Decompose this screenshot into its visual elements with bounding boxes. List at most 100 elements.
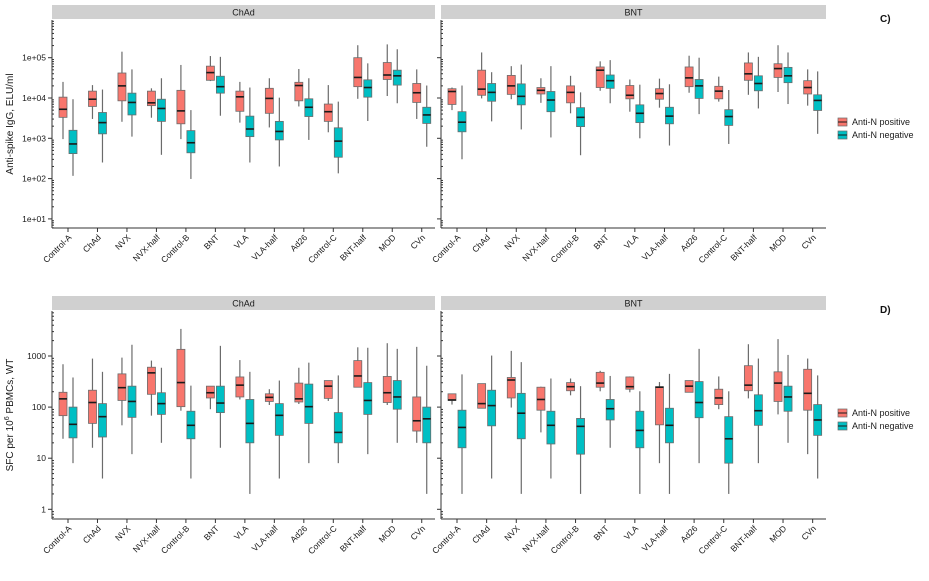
box-iqr [58, 391, 68, 417]
facet-strip-label: ChAd [232, 8, 255, 18]
box-positive-cvn [412, 346, 422, 443]
box-negative-bnt [215, 345, 225, 448]
x-tick-label: NVX-half [520, 523, 552, 555]
box-negative-bnt [605, 60, 615, 104]
box-negative-ad26 [694, 348, 704, 464]
box-negative-vla-half [665, 84, 674, 146]
box-positive-nvx [117, 357, 127, 426]
box-iqr [635, 410, 645, 449]
box-iqr [625, 85, 635, 100]
box-positive-bnt [595, 61, 605, 91]
box-iqr [353, 360, 363, 388]
x-tick-label: Ad26 [288, 232, 309, 253]
box-positive-vla [235, 81, 245, 123]
box-negative-control-b [186, 385, 196, 479]
x-tick-label: CVn [408, 523, 427, 542]
box-positive-control-a [447, 393, 457, 405]
box-iqr [392, 69, 402, 86]
box-iqr [382, 62, 392, 80]
legend-item-negative: Anti-N negative [837, 130, 914, 140]
box-positive-nvx-half [536, 386, 546, 433]
x-tick-label: Control-C [696, 232, 729, 265]
box-negative-vla [635, 391, 645, 494]
box-negative-nvx-half [157, 78, 166, 155]
box-positive-bnt [205, 56, 215, 82]
box-positive-mod [382, 343, 392, 405]
box-iqr [714, 388, 724, 405]
x-tick-label: BNT [202, 523, 221, 542]
x-tick-label: NVX [113, 232, 133, 252]
box-negative-control-b [186, 110, 196, 179]
box-iqr [803, 368, 813, 411]
x-tick-label: CVn [799, 232, 818, 251]
x-tick-label: VLA-half [640, 523, 671, 554]
box-positive-ad26 [294, 367, 304, 404]
x-tick-label: VLA-half [640, 232, 671, 263]
box-negative-cvn [813, 375, 823, 479]
legend-label: Anti-N positive [852, 117, 910, 127]
facet-panel-chad: ChAd 1e+01 1e+02 1e+03 1e+04 1e+05 Control-A Ch… [22, 5, 435, 265]
legend-item-negative: Anti-N negative [837, 421, 914, 431]
facet-strip [52, 296, 435, 310]
box-iqr [235, 90, 245, 112]
x-tick-label: Control-A [430, 523, 463, 556]
box-iqr [176, 89, 186, 125]
x-tick-label: MOD [377, 232, 398, 253]
box-positive-ad26 [684, 380, 694, 393]
box-negative-mod [392, 49, 402, 104]
panel-tag: D) [880, 305, 891, 316]
y-tick-label: 1 [41, 504, 46, 514]
box-iqr [363, 382, 373, 415]
box-iqr [186, 130, 196, 154]
box-iqr [773, 63, 783, 78]
x-tick-label: BNT [592, 232, 611, 251]
box-iqr [88, 389, 97, 424]
box-positive-chad [88, 358, 97, 448]
box-iqr [546, 410, 556, 445]
box-negative-nvx-half [546, 66, 556, 138]
x-tick-label: Control-A [430, 232, 463, 265]
box-iqr [457, 409, 467, 449]
x-tick-label: MOD [767, 523, 788, 544]
box-positive-nvx-half [147, 88, 156, 118]
box-positive-vla-half [264, 78, 274, 128]
box-negative-mod [783, 354, 793, 443]
box-negative-control-a [457, 85, 467, 160]
box-iqr [147, 366, 156, 395]
box-negative-bnt-half [753, 56, 763, 109]
box-iqr [655, 386, 664, 426]
legend-item-positive: Anti-N positive [837, 408, 910, 418]
x-tick-label: Ad26 [678, 523, 699, 544]
legend-label: Anti-N negative [852, 421, 914, 431]
x-tick-label: Control-A [41, 523, 74, 556]
box-negative-nvx [516, 362, 526, 494]
x-tick-label: Ad26 [678, 232, 699, 253]
box-iqr [304, 383, 314, 424]
box-negative-mod [392, 348, 402, 443]
box-negative-cvn [422, 365, 432, 494]
box-iqr [323, 380, 333, 399]
box-positive-vla [625, 376, 635, 393]
box-negative-bnt [215, 56, 225, 116]
box-positive-vla-half [655, 78, 664, 108]
box-iqr [566, 85, 575, 104]
x-tick-label: BNT [592, 523, 611, 542]
y-tick-label: 1e+02 [22, 174, 46, 184]
x-tick-label: NVX [113, 523, 133, 543]
box-negative-ad26 [694, 57, 704, 115]
box-iqr [625, 376, 635, 390]
box-iqr [605, 74, 615, 89]
x-tick-label: NVX [502, 232, 522, 252]
box-positive-chad [477, 383, 487, 409]
x-tick-label: VLA [232, 232, 251, 251]
box-positive-bnt-half [353, 45, 363, 99]
y-axis-label: Anti-spike IgG, ELU/ml [5, 73, 16, 174]
x-tick-label: NVX-half [131, 523, 163, 555]
box-iqr [516, 83, 526, 106]
box-negative-nvx [516, 64, 526, 130]
box-positive-chad [88, 85, 97, 119]
box-iqr [147, 90, 156, 107]
box-negative-chad [487, 355, 497, 479]
box-negative-vla [635, 84, 645, 139]
box-iqr [176, 348, 186, 408]
